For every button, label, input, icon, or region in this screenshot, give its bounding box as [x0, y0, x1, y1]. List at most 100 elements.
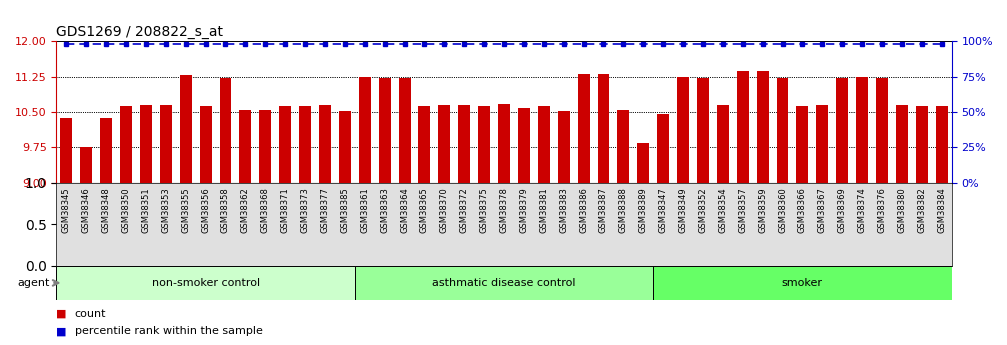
- Bar: [199, 107, 211, 183]
- Bar: [617, 110, 629, 183]
- Bar: [896, 105, 908, 183]
- Text: GSM38369: GSM38369: [838, 187, 847, 233]
- Text: agent: agent: [17, 278, 49, 288]
- Text: GSM38368: GSM38368: [261, 187, 270, 233]
- Text: GSM38372: GSM38372: [460, 187, 468, 233]
- Bar: [876, 78, 888, 183]
- Bar: [120, 106, 132, 183]
- Bar: [354, 266, 654, 300]
- Text: GSM38382: GSM38382: [917, 187, 926, 233]
- Bar: [756, 71, 768, 183]
- Text: GSM38367: GSM38367: [818, 187, 827, 233]
- Text: GSM38383: GSM38383: [559, 187, 568, 233]
- Bar: [817, 105, 829, 183]
- Bar: [498, 104, 510, 183]
- Text: GSM38389: GSM38389: [638, 187, 648, 233]
- Text: GSM38362: GSM38362: [241, 187, 250, 233]
- Text: GSM38378: GSM38378: [499, 187, 509, 233]
- Text: GSM38364: GSM38364: [400, 187, 409, 233]
- Text: GSM38366: GSM38366: [798, 187, 807, 233]
- Text: GSM38357: GSM38357: [738, 187, 747, 233]
- Text: GSM38387: GSM38387: [599, 187, 608, 233]
- Text: GSM38384: GSM38384: [938, 187, 947, 233]
- Text: GSM38388: GSM38388: [619, 187, 628, 233]
- Bar: [717, 105, 729, 183]
- Bar: [179, 75, 191, 183]
- Bar: [220, 78, 232, 183]
- Bar: [260, 110, 271, 183]
- Bar: [697, 78, 709, 183]
- Bar: [538, 107, 550, 183]
- Text: GSM38380: GSM38380: [897, 187, 906, 233]
- Text: GSM38385: GSM38385: [340, 187, 349, 233]
- Bar: [936, 107, 948, 183]
- Bar: [458, 105, 470, 183]
- Text: GSM38346: GSM38346: [82, 187, 91, 233]
- Text: GSM38377: GSM38377: [320, 187, 329, 233]
- Text: GSM38356: GSM38356: [201, 187, 210, 233]
- Bar: [279, 107, 291, 183]
- Bar: [339, 111, 350, 183]
- Bar: [438, 105, 450, 183]
- Bar: [836, 78, 848, 183]
- Text: GSM38355: GSM38355: [181, 187, 190, 233]
- Bar: [518, 108, 530, 183]
- Bar: [56, 266, 354, 300]
- Text: GSM38381: GSM38381: [540, 187, 548, 233]
- Text: GSM38373: GSM38373: [300, 187, 309, 233]
- Bar: [100, 118, 112, 183]
- Bar: [677, 77, 689, 183]
- Text: GSM38349: GSM38349: [679, 187, 688, 233]
- Text: GSM38348: GSM38348: [102, 187, 111, 233]
- Bar: [654, 266, 952, 300]
- Text: GSM38375: GSM38375: [479, 187, 488, 233]
- Bar: [797, 106, 809, 183]
- Bar: [658, 115, 669, 183]
- Bar: [240, 110, 252, 183]
- Text: GSM38371: GSM38371: [281, 187, 290, 233]
- Bar: [379, 78, 391, 183]
- Bar: [140, 105, 152, 183]
- Text: smoker: smoker: [781, 278, 823, 288]
- Bar: [299, 106, 311, 183]
- Text: GSM38360: GSM38360: [778, 187, 787, 233]
- Text: percentile rank within the sample: percentile rank within the sample: [75, 326, 263, 336]
- Text: GSM38351: GSM38351: [141, 187, 150, 233]
- Text: GSM38370: GSM38370: [440, 187, 449, 233]
- Bar: [597, 75, 609, 183]
- Text: GSM38365: GSM38365: [420, 187, 429, 233]
- Text: ■: ■: [56, 326, 66, 336]
- Bar: [319, 105, 331, 183]
- Text: GSM38386: GSM38386: [579, 187, 588, 233]
- Bar: [399, 78, 411, 183]
- Text: GDS1269 / 208822_s_at: GDS1269 / 208822_s_at: [56, 25, 224, 39]
- Text: GSM38347: GSM38347: [659, 187, 668, 233]
- Bar: [358, 77, 371, 183]
- Bar: [81, 147, 93, 183]
- Text: GSM38376: GSM38376: [877, 187, 886, 233]
- Bar: [856, 77, 868, 183]
- Bar: [776, 78, 788, 183]
- Text: GSM38354: GSM38354: [718, 187, 727, 233]
- Text: GSM38363: GSM38363: [380, 187, 389, 233]
- Bar: [60, 118, 73, 183]
- Text: non-smoker control: non-smoker control: [151, 278, 260, 288]
- Text: ■: ■: [56, 309, 66, 319]
- Text: GSM38345: GSM38345: [61, 187, 70, 233]
- Text: asthmatic disease control: asthmatic disease control: [432, 278, 576, 288]
- Text: GSM38359: GSM38359: [758, 187, 767, 233]
- Bar: [578, 75, 589, 183]
- Text: GSM38350: GSM38350: [122, 187, 131, 233]
- Text: GSM38361: GSM38361: [361, 187, 370, 233]
- Text: GSM38358: GSM38358: [221, 187, 230, 233]
- Bar: [915, 106, 927, 183]
- Bar: [160, 105, 172, 183]
- Bar: [419, 107, 430, 183]
- Bar: [478, 106, 490, 183]
- Text: GSM38374: GSM38374: [858, 187, 867, 233]
- Text: GSM38353: GSM38353: [161, 187, 170, 233]
- Text: count: count: [75, 309, 106, 319]
- Bar: [558, 111, 570, 183]
- Bar: [637, 143, 650, 183]
- Bar: [737, 71, 748, 183]
